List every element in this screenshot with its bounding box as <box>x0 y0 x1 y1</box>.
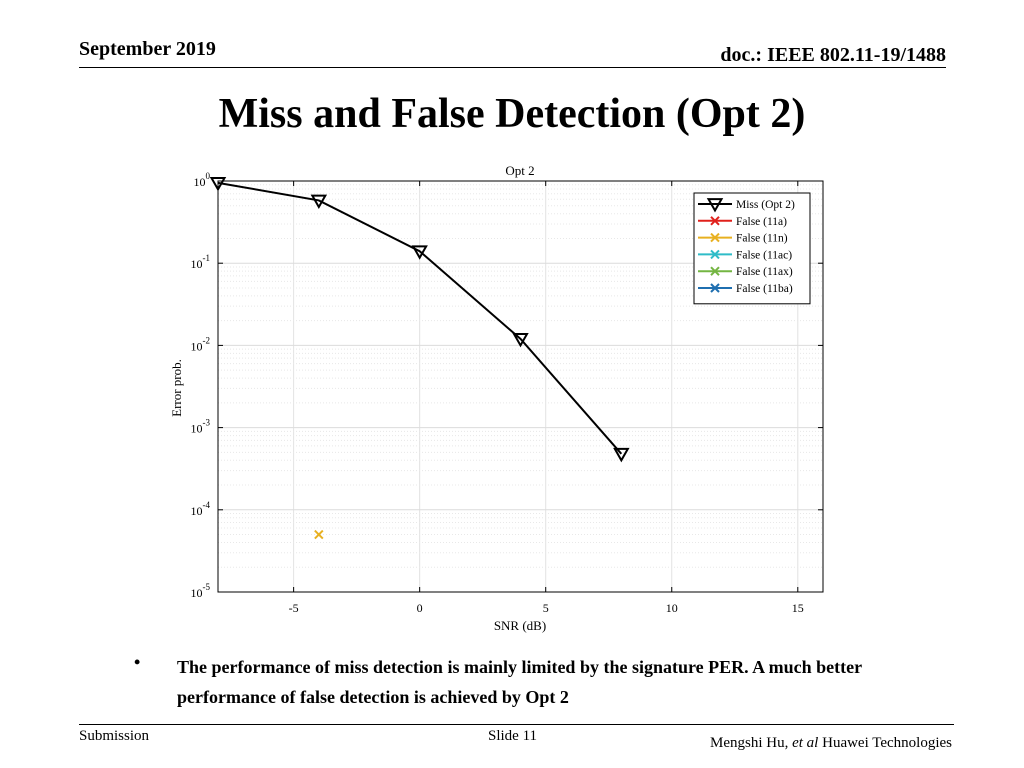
legend-label: False (11ax) <box>736 266 793 278</box>
x-tick-label: -5 <box>289 601 299 615</box>
bullet-text: The performance of miss detection is mai… <box>177 657 862 707</box>
footer-etal: et al <box>792 735 819 751</box>
bullet-marker: • <box>134 652 141 672</box>
legend-label: Miss (Opt 2) <box>736 199 795 211</box>
data-point <box>314 529 324 540</box>
y-tick-label: 10-3 <box>191 418 211 436</box>
legend-label: False (11a) <box>736 216 787 228</box>
header-date: September 2019 <box>79 38 216 60</box>
footer-slide-number: Slide 11 <box>488 728 538 744</box>
x-tick-label: 10 <box>666 601 678 615</box>
chart-lines <box>217 181 623 455</box>
data-point <box>310 194 328 209</box>
footer-org: Huawei Technologies <box>822 735 952 751</box>
legend-marker <box>710 266 720 276</box>
header-divider <box>79 67 946 68</box>
legend-marker <box>710 232 720 243</box>
chart-legend: Miss (Opt 2) False (11a) False (11n) False … <box>693 192 811 305</box>
y-tick-label: 100 <box>194 171 211 189</box>
chart-ticks: -5 0 5 10 15 100 10-1 10-2 10-3 10-4 10-5 <box>191 171 823 615</box>
y-axis-label: Error prob. <box>169 359 184 417</box>
chart-marks <box>209 176 630 540</box>
legend-marker <box>710 249 720 260</box>
legend-label: False (11ba) <box>736 283 793 295</box>
x-tick-label: 0 <box>417 601 423 615</box>
data-point <box>209 176 227 192</box>
y-tick-label: 10-1 <box>191 253 211 271</box>
legend-marker <box>706 198 724 213</box>
x-axis-label: SNR (dB) <box>494 618 546 633</box>
plot-area <box>217 180 824 593</box>
header-doc-id: doc.: IEEE 802.11-19/1488 <box>720 44 946 66</box>
data-point <box>512 333 529 348</box>
data-point <box>613 447 630 463</box>
footer-author: Mengshi Hu, et al Huawei Technologies <box>710 735 952 752</box>
x-tick-label: 5 <box>543 601 549 615</box>
footer-author-name: Mengshi Hu, <box>710 735 789 751</box>
footer-submission: Submission <box>79 728 150 744</box>
legend-label: False (11n) <box>736 233 788 245</box>
y-tick-label: 10-2 <box>191 335 211 353</box>
y-tick-label: 10-5 <box>191 582 211 600</box>
data-point <box>411 245 428 260</box>
footer-divider <box>79 724 954 725</box>
legend-label: False (11ac) <box>736 249 792 261</box>
slide-title: Miss and False Detection (Opt 2) <box>218 91 806 137</box>
x-tick-label: 15 <box>792 601 804 615</box>
series-line <box>217 181 623 455</box>
legend-marker <box>710 283 720 293</box>
chart-title: Opt 2 <box>505 163 534 178</box>
legend-marker <box>710 216 720 226</box>
y-tick-label: 10-4 <box>191 500 211 518</box>
